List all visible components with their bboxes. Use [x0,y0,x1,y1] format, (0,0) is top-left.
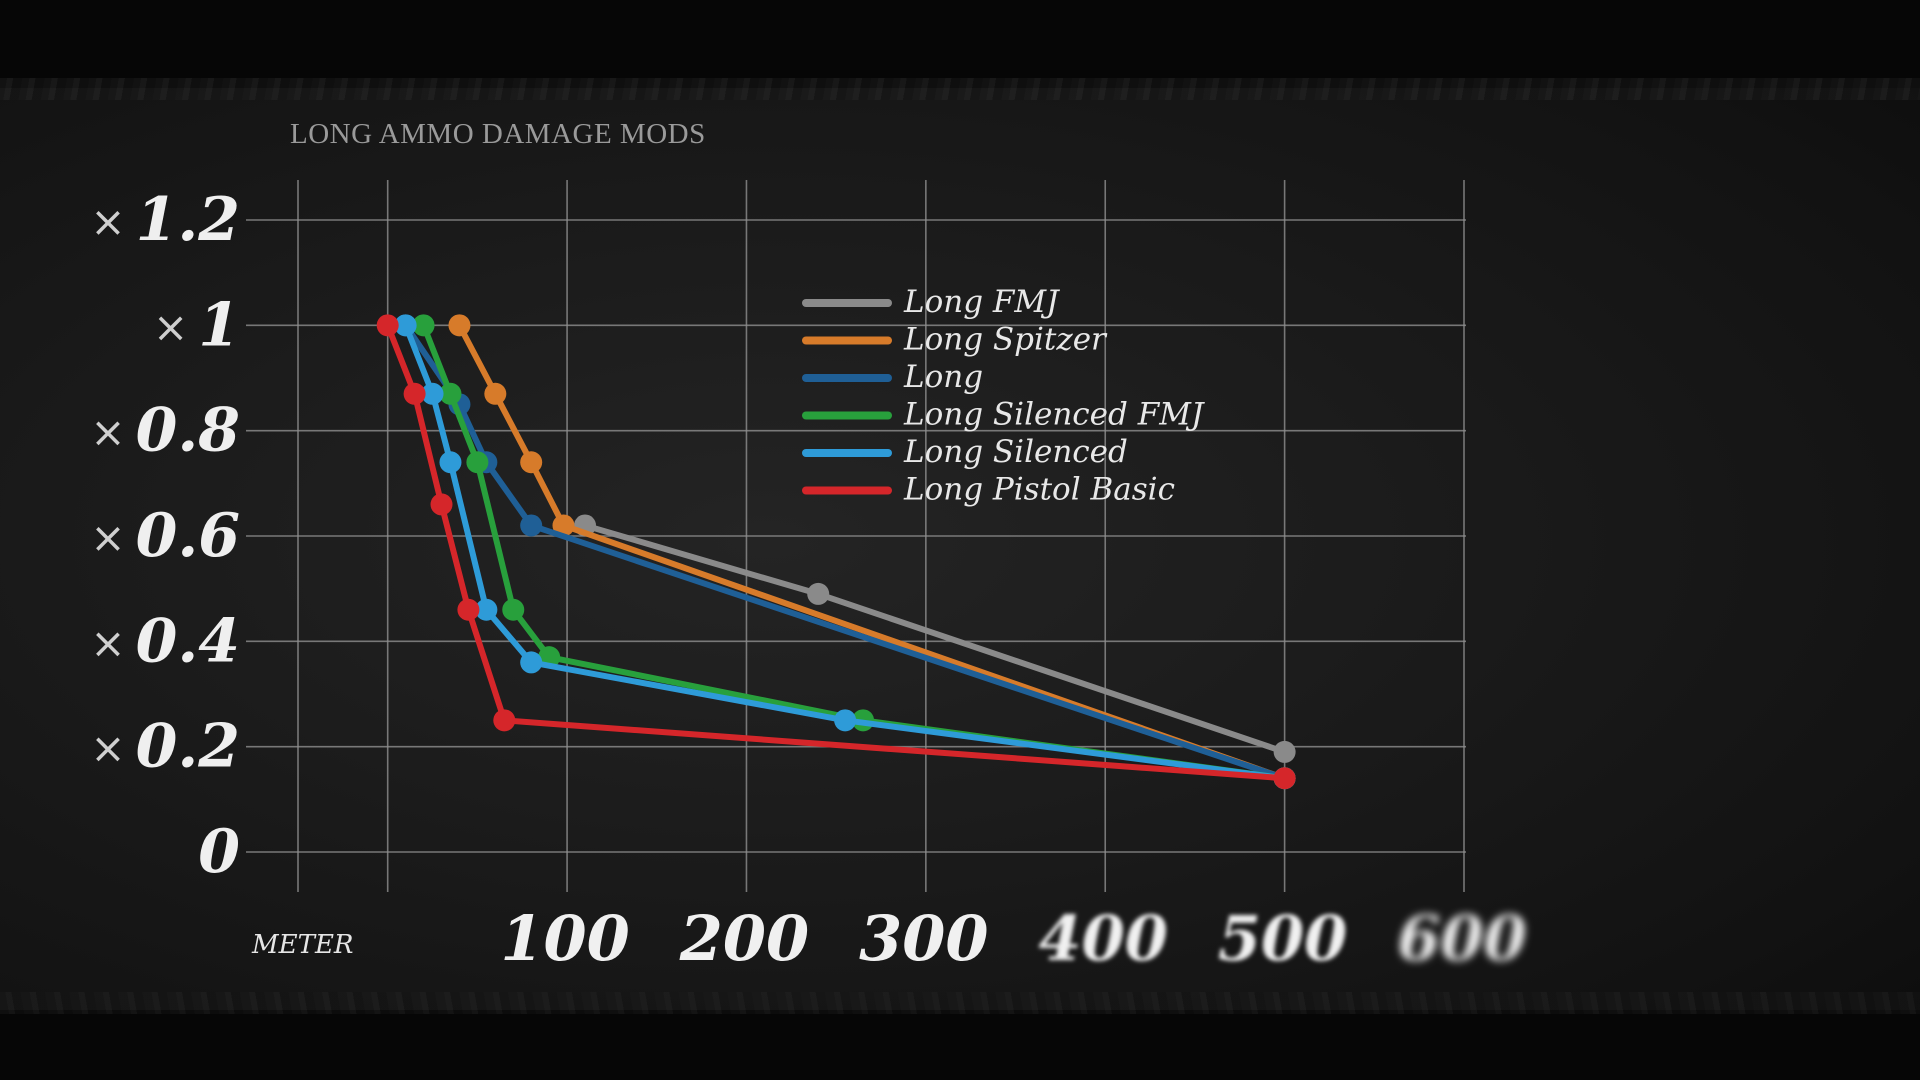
data-point [376,314,399,337]
y-tick-prefix: × [90,197,125,246]
bottom-vignette-band [0,1010,1920,1080]
data-point [493,709,516,732]
x-axis-ticks: 100 200 300 400 500 600 [500,902,1526,975]
data-point [394,314,417,337]
data-point [484,382,507,405]
y-tick-prefix: × [153,302,188,351]
x-tick-label: 100 [500,902,629,975]
legend-label: Long FMJ [903,284,1060,320]
data-point [1273,767,1296,790]
torn-edge-top [0,78,1920,100]
data-point [439,451,462,474]
data-point [448,314,471,337]
data-point [421,382,444,405]
y-tick-label: 0.8 [136,396,240,466]
y-tick-label: 0.4 [136,606,240,676]
legend-label: Long Pistol Basic [903,472,1175,508]
y-tick-label: 0.6 [136,501,240,571]
y-axis-ticks: 00.2×0.4×0.6×0.8×1×1.2× [90,185,240,887]
y-tick-label: 1 [198,290,240,360]
y-tick-prefix: × [90,408,125,457]
data-point [457,598,480,621]
series-group [574,514,1296,763]
legend-label: Long Silenced FMJ [903,397,1205,433]
x-tick-label: 200 [679,902,809,975]
torn-edge-bottom [0,992,1920,1014]
x-axis-label: METER [251,930,354,960]
top-vignette-band [0,0,1920,88]
data-point [412,314,435,337]
series-group [376,314,1296,790]
series-group [394,314,1296,790]
x-tick-label: 500 [1218,902,1347,975]
legend-label: Long Silenced [903,434,1128,470]
data-point [1273,740,1296,763]
y-tick-prefix: × [90,513,125,562]
x-tick-label: 300 [859,902,988,975]
data-point [520,651,543,674]
data-point [552,514,575,537]
data-point [403,382,426,405]
legend-label: Long [903,359,983,395]
data-point [439,382,462,405]
series-line [582,522,1288,755]
y-tick-label: 0 [198,817,240,887]
y-tick-prefix: × [90,724,125,773]
series-line [384,322,1288,782]
data-point [502,598,525,621]
chart-title: LONG AMMO DAMAGE MODS [290,118,706,150]
legend-label: Long Spitzer [903,322,1108,358]
data-point [430,493,453,516]
data-point [520,514,543,537]
series-layer [376,314,1296,790]
data-point [834,709,857,732]
data-point [807,582,830,605]
x-tick-label: 400 [1039,902,1168,975]
y-tick-prefix: × [90,618,125,667]
data-point [520,451,543,474]
y-tick-label: 1.2 [136,185,240,255]
data-point [466,451,489,474]
data-point [475,598,498,621]
y-tick-label: 0.2 [136,712,240,782]
x-tick-label: 600 [1397,902,1526,975]
